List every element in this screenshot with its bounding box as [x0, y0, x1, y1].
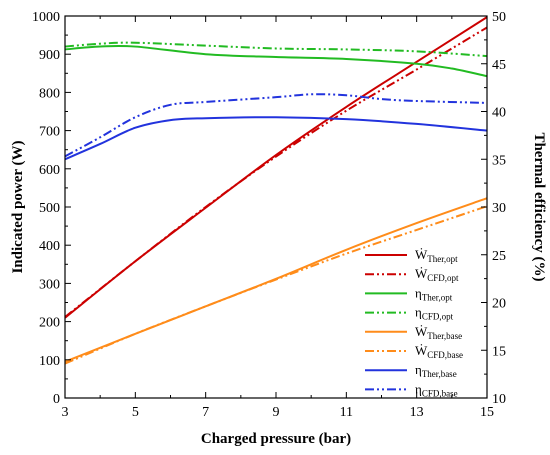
legend-subscript: Ther,base: [427, 331, 462, 341]
series-line-1: [64, 26, 488, 318]
series-line-2: [64, 44, 488, 78]
x-axis: 3 5 7 9 11 13 15: [62, 16, 494, 420]
legend-subscript: Ther,base: [422, 369, 457, 379]
x-tick-label: 11: [340, 405, 353, 420]
x-tick-label: 3: [62, 405, 69, 420]
legend-symbol: Ẇ: [415, 343, 428, 358]
legend: ẆTher,optẆCFD,optηTher,optηCFD,optẆTher,…: [365, 247, 463, 398]
series-line-7: [64, 93, 488, 158]
y-axis-left-title: Indicated power (W): [10, 140, 26, 273]
y2-tick-label: 10: [492, 392, 506, 407]
y2-tick-label: 40: [492, 106, 506, 121]
legend-label-4: ẆTher,base: [415, 324, 462, 341]
y-axis-right-title: Thermal efficiency (%): [531, 132, 547, 281]
legend-label-6: ηTher,base: [415, 362, 457, 379]
y2-tick-label: 35: [492, 153, 506, 168]
y2-tick-label: 45: [492, 58, 506, 73]
x-tick-label: 5: [132, 405, 139, 420]
y2-tick-label: 15: [492, 344, 506, 359]
plot-frame: [64, 15, 488, 399]
y-tick-label: 400: [39, 239, 60, 254]
y2-tick-label: 20: [492, 297, 506, 312]
y2-tick-label: 30: [492, 201, 506, 216]
y-axis-right: 10 15 20 25 30 35 40 45 50: [481, 10, 506, 407]
legend-label-2: ηTher,opt: [415, 285, 453, 302]
y-tick-label: 700: [39, 125, 60, 140]
y-tick-label: 800: [39, 86, 60, 101]
legend-subscript: CFD,opt: [427, 273, 459, 283]
y-tick-label: 1000: [32, 10, 60, 25]
legend-symbol: η: [415, 362, 422, 377]
y2-tick-label: 50: [492, 10, 506, 25]
legend-subscript: CFD,opt: [422, 312, 454, 322]
y-tick-label: 100: [39, 354, 60, 369]
y2-tick-label: 25: [492, 249, 506, 264]
series-line-3: [64, 41, 488, 58]
y-tick-label: 300: [39, 277, 60, 292]
y-axis-left: 0 100 200 300 400 500 600 700 800 900 1000: [32, 10, 71, 407]
legend-symbol: η: [415, 285, 422, 300]
legend-symbol: η: [415, 305, 422, 320]
legend-label-5: ẆCFD,base: [415, 343, 463, 360]
legend-subscript: CFD,base: [427, 350, 463, 360]
x-tick-label: 13: [410, 405, 424, 420]
legend-label-7: ηCFD,base: [415, 381, 458, 398]
legend-symbol: Ẇ: [415, 266, 428, 281]
plot-lines: [64, 16, 488, 365]
y-tick-label: 900: [39, 48, 60, 63]
y-tick-label: 500: [39, 201, 60, 216]
y-tick-label: 0: [53, 392, 60, 407]
y-tick-label: 600: [39, 163, 60, 178]
x-tick-label: 15: [480, 405, 494, 420]
legend-label-3: ηCFD,opt: [415, 305, 454, 322]
x-axis-title: Charged pressure (bar): [201, 431, 351, 447]
series-line-6: [64, 116, 488, 161]
legend-subscript: CFD,base: [422, 388, 458, 398]
x-tick-label: 7: [202, 405, 209, 420]
y-tick-label: 200: [39, 316, 60, 331]
legend-subscript: Ther,opt: [422, 292, 453, 302]
legend-label-0: ẆTher,opt: [415, 247, 458, 264]
legend-symbol: Ẇ: [415, 247, 428, 262]
x-tick-label: 9: [273, 405, 280, 420]
legend-symbol: η: [415, 381, 422, 396]
legend-symbol: Ẇ: [415, 324, 428, 339]
series-line-5: [64, 205, 488, 365]
legend-label-1: ẆCFD,opt: [415, 266, 459, 283]
legend-subscript: Ther,opt: [427, 254, 458, 264]
